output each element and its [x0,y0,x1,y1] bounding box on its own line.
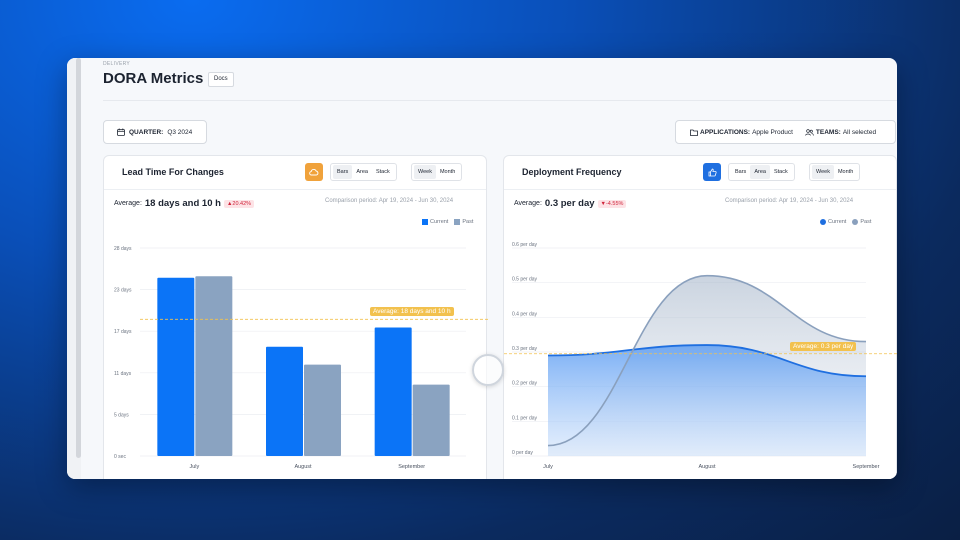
delta-badge: ▲20.42% [223,199,255,208]
chart-type-stack[interactable]: Stack [773,169,788,175]
chart-type-toggle: Bars Area Stack [330,163,397,181]
legend-past[interactable]: Past [852,219,871,225]
x-tick-label: September [853,464,880,470]
average-summary: Average: 0.3 per day ▼-4.55% [514,198,627,209]
docs-button[interactable]: Docs [208,72,234,87]
chart-type-area[interactable]: Area [356,169,368,175]
line-current [547,344,867,378]
line-past [547,274,867,447]
cloud-icon[interactable] [305,163,323,181]
y-tick-label: 0.6 per day [512,242,538,248]
teams-filter[interactable]: TEAMS: All selected [805,129,876,136]
delta-badge: ▼-4.55% [597,199,627,208]
calendar-icon [117,128,125,136]
average-value: 18 days and 10 h [144,198,221,209]
legend-current[interactable]: Current [422,219,448,225]
legend-past[interactable]: Past [454,219,473,225]
x-tick-label: September [398,464,425,470]
scope-filters: APPLICATIONS: Apple Product TEAMS: All s… [675,120,896,144]
y-tick-label: 0 sec [114,454,126,460]
quarter-label: QUARTER: [129,128,164,136]
quarter-filter[interactable]: QUARTER: Q3 2024 [103,120,207,144]
comparison-period: Comparison period: Apr 19, 2024 - Jun 30… [725,198,854,204]
deployment-frequency-chart: 0 per day 0.1 per day 0.2 per day 0.3 per d… [504,242,897,470]
period-month[interactable]: Month [837,169,854,175]
period-month[interactable]: Month [439,169,456,175]
bar-current [266,346,303,456]
lead-time-chart: 0 sec 5 days 11 days 17 days 23 days 28 days J… [114,246,488,470]
y-tick-label: 28 days [114,246,132,252]
compare-slider-handle[interactable] [472,354,504,386]
y-tick-label: 23 days [114,288,132,294]
average-badge: Average: 0.3 per day [790,341,857,351]
card-title: Lead Time For Changes [122,167,224,177]
bar-past [412,384,450,456]
lead-time-card: Lead Time For Changes Bars Area Stack We… [103,155,488,479]
average-value: 0.3 per day [544,198,595,209]
y-tick-label: 11 days [114,371,132,377]
scrollbar-thumb[interactable] [76,58,81,458]
x-tick-label: July [189,464,199,470]
scrollbar-track[interactable] [67,58,81,479]
x-tick-label: August [294,464,312,470]
y-tick-label: 17 days [114,329,132,335]
thumbs-up-icon[interactable] [703,163,721,181]
comparison-period: Comparison period: Apr 19, 2024 - Jun 30… [325,198,454,204]
app-window: DELIVERY DORA Metrics Docs QUARTER: Q3 2… [67,58,897,479]
legend: Current Past [820,219,871,225]
average-badge: Average: 18 days and 10 h [370,307,454,317]
period-week[interactable]: Week [812,165,834,179]
average-label: Average: [114,200,142,207]
card-divider [504,189,896,190]
teams-label: TEAMS: [815,128,841,136]
legend: Current Past [422,219,473,225]
bar-current [374,327,412,456]
chart-type-area[interactable]: Area [750,165,770,179]
y-tick-label: 0.4 per day [512,311,538,317]
y-tick-label: 0.1 per day [512,415,538,421]
users-icon [805,128,814,136]
y-tick-label: 0.2 per day [512,381,538,387]
card-title: Deployment Frequency [522,167,622,177]
breadcrumb[interactable]: DELIVERY [103,61,131,67]
bar-past [195,276,233,456]
applications-value: Apple Product [752,128,793,136]
chart-type-stack[interactable]: Stack [375,169,390,175]
bar-current [157,277,195,456]
deployment-frequency-card: Deployment Frequency Bars Area Stack Wee… [503,155,897,479]
quarter-value: Q3 2024 [167,128,193,136]
y-tick-label: 0 per day [512,450,533,456]
y-tick-label: 0.5 per day [512,277,538,283]
chart-type-toggle: Bars Area Stack [728,163,795,181]
average-summary: Average: 18 days and 10 h ▲20.42% [114,198,255,209]
area-current [548,345,866,456]
page-title: DORA Metrics [103,70,204,87]
chart-type-bars[interactable]: Bars [735,169,747,175]
x-tick-label: August [698,464,716,470]
y-tick-label: 5 days [114,412,129,418]
period-week[interactable]: Week [414,165,436,179]
legend-current[interactable]: Current [820,219,846,225]
applications-filter[interactable]: APPLICATIONS: Apple Product [690,129,793,136]
teams-value: All selected [842,128,877,136]
period-toggle: Week Month [411,163,463,181]
bar-past [304,364,341,456]
average-label: Average: [514,200,542,207]
y-tick-label: 0.3 per day [512,346,538,352]
chart-type-bars[interactable]: Bars [333,165,353,179]
folder-icon [690,129,698,136]
card-divider [104,189,486,190]
period-toggle: Week Month [809,163,861,181]
applications-label: APPLICATIONS: [700,128,751,136]
header-divider [103,100,897,101]
x-tick-label: July [543,464,553,470]
